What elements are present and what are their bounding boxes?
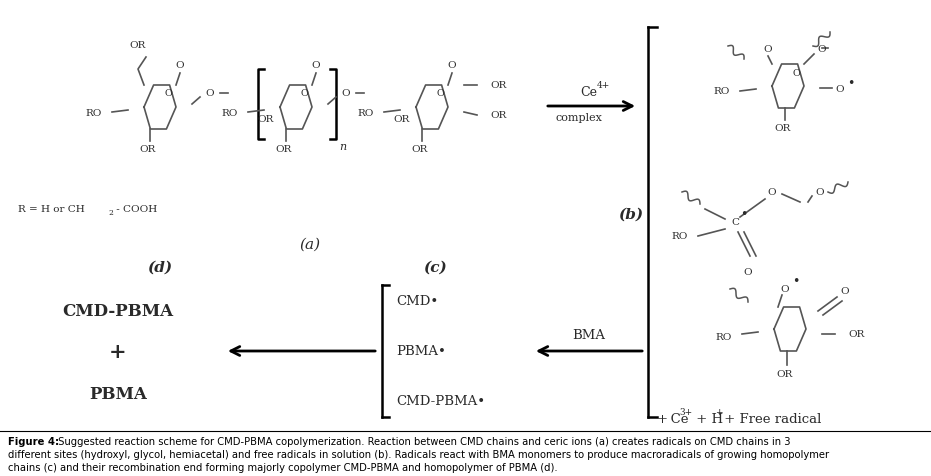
Text: +: + xyxy=(715,407,722,416)
Text: O: O xyxy=(312,61,320,70)
Text: RO: RO xyxy=(716,333,732,342)
Text: •: • xyxy=(847,76,855,89)
Text: CMD-PBMA: CMD-PBMA xyxy=(62,303,173,320)
Text: O: O xyxy=(768,188,776,197)
Text: OR: OR xyxy=(775,124,791,133)
Text: OR: OR xyxy=(490,81,506,90)
Text: + Ce: + Ce xyxy=(657,413,689,426)
Text: PBMA: PBMA xyxy=(89,386,147,403)
Text: OR: OR xyxy=(276,145,292,154)
Text: O: O xyxy=(817,44,827,53)
Text: OR: OR xyxy=(394,115,410,124)
Text: OR: OR xyxy=(140,145,156,154)
Text: OR: OR xyxy=(490,111,506,120)
Text: •: • xyxy=(792,275,800,288)
Text: CMD•: CMD• xyxy=(396,295,439,308)
Text: Ce: Ce xyxy=(580,85,597,98)
Text: complex: complex xyxy=(556,113,602,123)
Text: OR: OR xyxy=(412,145,428,154)
Text: (d): (d) xyxy=(147,260,172,275)
Text: OR: OR xyxy=(848,330,864,339)
Text: CMD-PBMA•: CMD-PBMA• xyxy=(396,395,485,407)
Text: O: O xyxy=(781,285,789,294)
Text: O: O xyxy=(300,89,308,98)
Text: RO: RO xyxy=(671,232,688,241)
Text: O: O xyxy=(836,84,844,93)
Text: Suggested reaction scheme for CMD-PBMA copolymerization. Reaction between CMD ch: Suggested reaction scheme for CMD-PBMA c… xyxy=(55,436,790,446)
Text: O: O xyxy=(164,89,172,98)
Text: (b): (b) xyxy=(618,208,643,221)
Text: RO: RO xyxy=(714,87,730,96)
Text: O: O xyxy=(763,44,773,53)
Text: RO: RO xyxy=(222,108,238,117)
Text: O: O xyxy=(744,268,752,277)
Text: OR: OR xyxy=(129,41,146,50)
Text: +: + xyxy=(109,341,127,361)
Text: O: O xyxy=(448,61,456,70)
Text: O: O xyxy=(841,287,849,296)
Text: different sites (hydroxyl, glycol, hemiacetal) and free radicals in solution (b): different sites (hydroxyl, glycol, hemia… xyxy=(8,449,830,459)
Text: PBMA•: PBMA• xyxy=(396,345,446,358)
Text: C: C xyxy=(731,218,739,227)
Text: O: O xyxy=(342,89,350,98)
Text: chains (c) and their recombination end forming majorly copolymer CMD-PBMA and ho: chains (c) and their recombination end f… xyxy=(8,462,558,472)
Text: (a): (a) xyxy=(300,238,320,251)
Text: RO: RO xyxy=(358,108,374,117)
Text: 3+: 3+ xyxy=(679,407,692,416)
Text: - COOH: - COOH xyxy=(113,205,157,214)
Text: O: O xyxy=(206,89,214,98)
Text: + Free radical: + Free radical xyxy=(720,413,821,426)
Text: R = H or CH: R = H or CH xyxy=(18,205,85,214)
Text: Figure 4:: Figure 4: xyxy=(8,436,60,446)
Text: 4+: 4+ xyxy=(597,81,610,90)
Text: O: O xyxy=(792,69,800,77)
Text: RO: RO xyxy=(86,108,102,117)
Text: O: O xyxy=(816,188,824,197)
Text: OR: OR xyxy=(258,115,274,124)
Text: BMA: BMA xyxy=(573,329,605,342)
Text: n: n xyxy=(339,142,346,152)
Text: O: O xyxy=(436,89,444,98)
Text: (c): (c) xyxy=(423,260,447,275)
Text: OR: OR xyxy=(776,370,793,379)
Text: + H: + H xyxy=(692,413,723,426)
Text: 2: 2 xyxy=(108,208,113,217)
Text: O: O xyxy=(176,61,184,70)
Text: •: • xyxy=(740,208,748,221)
